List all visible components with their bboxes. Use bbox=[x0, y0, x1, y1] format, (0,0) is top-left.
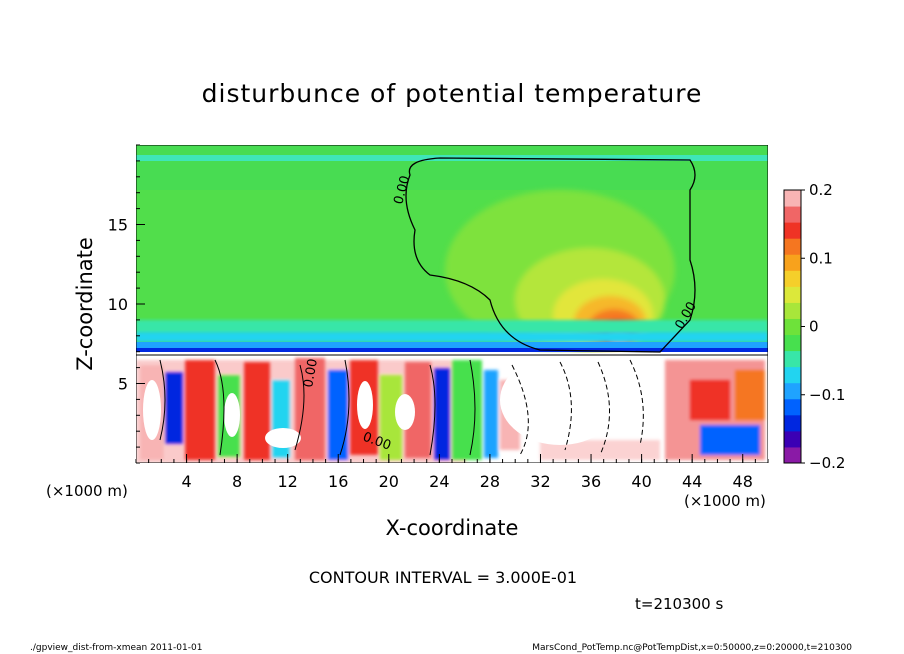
colorbar-tick-label: −0.2 bbox=[809, 454, 845, 472]
colorbar-tick-label: 0.1 bbox=[809, 249, 833, 267]
white-blobs bbox=[143, 355, 620, 448]
chart-title: disturbunce of potential temperature bbox=[202, 79, 703, 108]
colorbar-swatch bbox=[784, 270, 801, 287]
x-axis: 4 8 12 16 20 24 28 32 36 40 44 48 bbox=[135, 454, 769, 491]
y-axis-label: Z-coordinate bbox=[73, 237, 97, 371]
x-tick-label: 8 bbox=[232, 472, 242, 491]
cool-band-1 bbox=[136, 320, 768, 334]
x-unit-left: (×1000 m) bbox=[46, 482, 128, 500]
y-axis: 5 10 15 bbox=[108, 144, 145, 464]
x-axis-label: X-coordinate bbox=[386, 516, 519, 540]
x-unit-right: (×1000 m) bbox=[684, 492, 766, 510]
x-tick-label: 24 bbox=[429, 472, 449, 491]
cool-band-3 bbox=[136, 342, 768, 348]
colorbar-swatch bbox=[784, 254, 801, 271]
x-tick-label: 40 bbox=[631, 472, 651, 491]
colorbar-swatch bbox=[784, 206, 801, 223]
contour-label: 0.00 bbox=[301, 358, 321, 389]
colorbar-swatch bbox=[784, 190, 801, 207]
y-tick-label: 5 bbox=[118, 375, 128, 394]
colorbar-swatch bbox=[784, 286, 801, 303]
colorbar-swatch bbox=[784, 366, 801, 384]
colorbar-tick-label: 0.2 bbox=[809, 181, 833, 199]
negative-contours bbox=[511, 359, 644, 456]
x-tick-label: 32 bbox=[530, 472, 550, 491]
colorbar-swatch bbox=[784, 350, 801, 368]
x-tick-label: 16 bbox=[328, 472, 348, 491]
x-tick-label: 4 bbox=[181, 472, 191, 491]
colorbar bbox=[783, 189, 802, 464]
colorbar-swatch bbox=[784, 398, 801, 416]
footer-right: MarsCond_PotTemp.nc@PotTempDist,x=0:5000… bbox=[532, 643, 852, 653]
colorbar-swatch bbox=[784, 222, 801, 239]
colorbar-tick-label: −0.1 bbox=[809, 386, 845, 404]
x-tick-label: 28 bbox=[480, 472, 500, 491]
x-tick-label: 12 bbox=[278, 472, 298, 491]
colorbar-swatch bbox=[784, 430, 801, 448]
cool-band-2 bbox=[136, 332, 768, 342]
colorbar-swatch bbox=[784, 446, 801, 464]
x-tick-label: 20 bbox=[379, 472, 399, 491]
x-tick-label: 36 bbox=[581, 472, 601, 491]
footer-left: ./gpview_dist-from-xmean 2011-01-01 bbox=[30, 643, 202, 653]
time-text: t=210300 s bbox=[635, 595, 723, 613]
colorbar-swatch bbox=[784, 334, 801, 352]
colorbar-swatch bbox=[784, 238, 801, 255]
contour-interval-text: CONTOUR INTERVAL = 3.000E-01 bbox=[309, 568, 577, 587]
colorbar-swatch bbox=[784, 414, 801, 432]
colorbar-swatch bbox=[784, 382, 801, 400]
zero-contour bbox=[405, 157, 696, 353]
plot-area bbox=[136, 145, 768, 463]
y-tick-label: 15 bbox=[108, 216, 128, 235]
x-tick-label: 44 bbox=[682, 472, 702, 491]
colorbar-ticks: 0.2 0.1 0 −0.1 −0.2 bbox=[801, 181, 845, 472]
x-tick-label: 48 bbox=[733, 472, 753, 491]
lower-plumes bbox=[136, 358, 765, 463]
y-tick-label: 10 bbox=[108, 295, 128, 314]
cool-band-4 bbox=[136, 348, 768, 352]
colorbar-swatch bbox=[784, 302, 801, 319]
contour-label: 0.00 bbox=[391, 174, 413, 206]
colorbar-tick-label: 0 bbox=[809, 318, 819, 336]
wavy-contour bbox=[159, 359, 476, 456]
colorbar-swatch bbox=[784, 318, 801, 336]
